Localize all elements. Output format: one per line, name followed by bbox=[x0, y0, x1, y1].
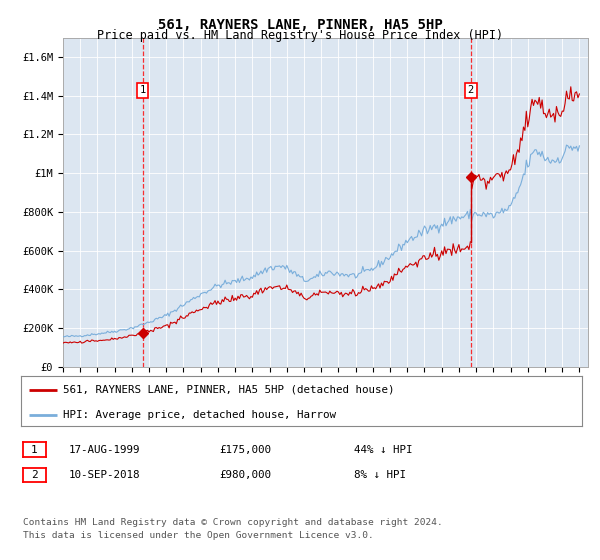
Text: Price paid vs. HM Land Registry's House Price Index (HPI): Price paid vs. HM Land Registry's House … bbox=[97, 29, 503, 42]
Text: HPI: Average price, detached house, Harrow: HPI: Average price, detached house, Harr… bbox=[63, 410, 336, 420]
Text: 1: 1 bbox=[139, 85, 146, 95]
Text: 561, RAYNERS LANE, PINNER, HA5 5HP (detached house): 561, RAYNERS LANE, PINNER, HA5 5HP (deta… bbox=[63, 385, 395, 395]
Text: 1: 1 bbox=[31, 445, 38, 455]
Text: This data is licensed under the Open Government Licence v3.0.: This data is licensed under the Open Gov… bbox=[23, 531, 374, 540]
Text: 2: 2 bbox=[467, 85, 474, 95]
Text: 8% ↓ HPI: 8% ↓ HPI bbox=[354, 470, 406, 480]
Text: 17-AUG-1999: 17-AUG-1999 bbox=[69, 445, 140, 455]
Text: £980,000: £980,000 bbox=[219, 470, 271, 480]
Text: 44% ↓ HPI: 44% ↓ HPI bbox=[354, 445, 413, 455]
Text: £175,000: £175,000 bbox=[219, 445, 271, 455]
Text: 10-SEP-2018: 10-SEP-2018 bbox=[69, 470, 140, 480]
Text: 2: 2 bbox=[31, 470, 38, 480]
Text: Contains HM Land Registry data © Crown copyright and database right 2024.: Contains HM Land Registry data © Crown c… bbox=[23, 519, 443, 528]
Text: 561, RAYNERS LANE, PINNER, HA5 5HP: 561, RAYNERS LANE, PINNER, HA5 5HP bbox=[158, 18, 442, 32]
